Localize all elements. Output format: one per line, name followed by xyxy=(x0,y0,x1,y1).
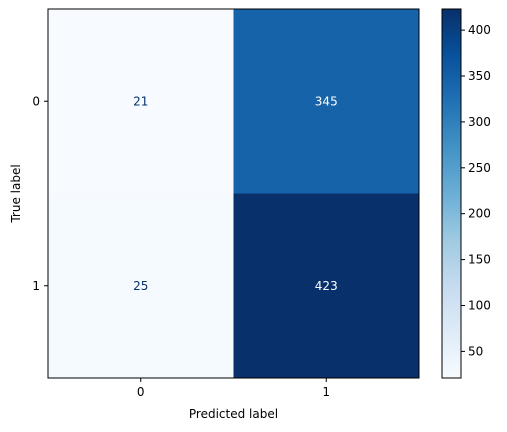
heatmap-cell-0-0 xyxy=(48,9,234,194)
x-tick-label: 0 xyxy=(137,385,145,399)
cell-value-label: 25 xyxy=(133,279,148,293)
colorbar-tick-label: 200 xyxy=(468,207,491,221)
y-axis: 01 xyxy=(32,94,48,293)
cell-value-label: 345 xyxy=(315,94,338,108)
colorbar-tick-label: 50 xyxy=(468,344,483,358)
y-axis-label: True label xyxy=(9,164,23,223)
cell-value-label: 423 xyxy=(315,279,338,293)
plot-frame xyxy=(47,8,420,379)
heatmap-cells xyxy=(48,9,420,379)
colorbar-tick-label: 400 xyxy=(468,23,491,37)
y-tick-label: 1 xyxy=(32,279,40,293)
x-tick-label: 1 xyxy=(322,385,330,399)
colorbar-tick-label: 100 xyxy=(468,298,491,312)
colorbar-tick-label: 250 xyxy=(468,161,491,175)
cell-value-label: 21 xyxy=(133,94,148,108)
colorbar-tick-label: 150 xyxy=(468,253,491,267)
colorbar-tick-label: 300 xyxy=(468,115,491,129)
heatmap-cell-1-1 xyxy=(233,193,420,379)
colorbar-tick-label: 350 xyxy=(468,69,491,83)
x-axis-label: Predicted label xyxy=(189,407,278,421)
heatmap-cell-0-1 xyxy=(233,9,420,194)
heatmap-cell-labels: 21 345 25 423 xyxy=(133,94,338,293)
heatmap-cell-1-0 xyxy=(48,193,234,379)
y-tick-label: 0 xyxy=(32,94,40,108)
colorbar-axis: 50 100 150 200 250 300 350 400 xyxy=(461,23,491,358)
colorbar xyxy=(441,8,462,379)
